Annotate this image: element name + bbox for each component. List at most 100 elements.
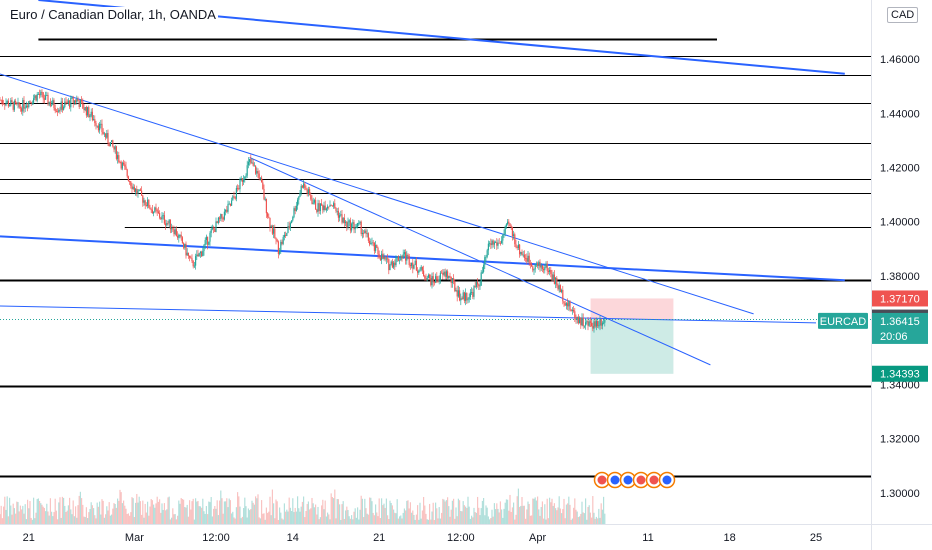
candle-body: [299, 192, 301, 197]
position-tool[interactable]: [590, 298, 674, 374]
candle-body: [274, 228, 276, 238]
candle-body: [525, 257, 527, 259]
volume-bar: [417, 505, 419, 524]
time-axis[interactable]: 21 Mar 12:00 14 21 12:00 Apr 11 18 25: [23, 532, 822, 544]
volume-bar: [282, 519, 284, 524]
y-tick-label: 1.40000: [880, 217, 920, 229]
candle-body: [468, 297, 470, 300]
trendline[interactable]: [0, 235, 845, 282]
candle-body: [495, 242, 497, 244]
volume-bar: [361, 498, 363, 524]
volume-bar: [185, 507, 187, 524]
volume-bar: [491, 509, 493, 524]
volume-bar: [214, 506, 216, 524]
candle-body: [453, 278, 455, 282]
volume-bar: [55, 510, 57, 524]
candle-body: [336, 210, 338, 212]
candle-body: [51, 104, 53, 106]
candle-body: [414, 260, 416, 265]
trendline[interactable]: [0, 305, 817, 324]
volume-bar: [570, 519, 572, 524]
candle-body: [329, 204, 331, 207]
candle-body: [397, 256, 399, 261]
volume-bar: [394, 512, 396, 524]
volume-bar: [595, 516, 597, 524]
volume-bar: [533, 498, 535, 524]
volume-bar: [479, 515, 481, 524]
volume-bar: [483, 497, 485, 524]
volume-bar: [501, 509, 503, 524]
volume-bar: [34, 518, 36, 524]
candle-body: [88, 107, 90, 118]
volume-bar: [69, 497, 71, 524]
volume-bar: [401, 518, 403, 524]
volume-bar: [359, 509, 361, 524]
candle-body: [19, 107, 21, 109]
trendline[interactable]: [0, 73, 754, 315]
volume-bar: [304, 517, 306, 524]
trendlines[interactable]: [0, 0, 845, 366]
volume-bar: [475, 512, 477, 524]
volume-bar: [509, 494, 511, 524]
volume-bar: [64, 505, 66, 524]
volume-bar: [310, 508, 312, 524]
volume-bar: [545, 519, 547, 524]
candle-body: [462, 292, 464, 300]
candle-body: [118, 155, 120, 162]
candle-body: [385, 258, 387, 260]
volume-bar: [423, 496, 425, 524]
candle-body: [65, 101, 67, 103]
candle-body: [263, 189, 265, 200]
event-markers[interactable]: [593, 471, 676, 489]
volume-bar: [322, 499, 324, 524]
candle-body: [226, 209, 228, 212]
candle-body: [243, 178, 245, 182]
plot-area[interactable]: [0, 0, 871, 524]
stop-loss-zone[interactable]: [590, 298, 674, 320]
volume-bar: [240, 518, 242, 524]
volume-bar: [418, 519, 420, 524]
volume-bar: [277, 519, 279, 524]
currency-button[interactable]: CAD: [887, 7, 919, 23]
candle-body: [553, 274, 555, 284]
volume-bar: [21, 509, 23, 524]
candle-body: [108, 142, 110, 147]
candle-body: [531, 263, 533, 267]
price-label-box: [872, 365, 928, 382]
volume-bar: [66, 510, 68, 524]
price-label-box: [872, 290, 928, 307]
take-profit-zone[interactable]: [590, 319, 674, 374]
volume-bar: [477, 496, 479, 524]
volume-bar: [117, 498, 119, 524]
candle-body: [595, 321, 597, 327]
candle-body: [431, 276, 433, 286]
candle-body: [71, 97, 73, 99]
volume-bar: [243, 508, 245, 524]
volume-bar: [300, 506, 302, 524]
candle-body: [249, 158, 251, 162]
volume-bar: [101, 499, 103, 524]
volume-bar: [388, 518, 390, 524]
price-axis[interactable]: 1.300001.320001.340001.360001.380001.400…: [880, 54, 920, 500]
volume-bar: [267, 512, 269, 524]
volume-bar: [112, 508, 114, 524]
candle-body: [378, 254, 380, 258]
candle-body: [351, 223, 353, 231]
volume-bar: [221, 498, 223, 524]
candle-body: [83, 108, 85, 111]
candle-body: [317, 203, 319, 212]
volume-bar: [325, 516, 327, 524]
candle-body: [17, 102, 19, 105]
volume-bar: [209, 502, 211, 524]
volume-bar: [149, 506, 151, 524]
volume-bar: [192, 498, 194, 524]
volume-bar: [77, 505, 79, 524]
candle-body: [189, 255, 191, 258]
volume-bar: [241, 516, 243, 524]
volume-bar: [41, 504, 43, 524]
volume-bar: [563, 498, 565, 524]
volume-bar: [370, 497, 372, 524]
candle-body: [142, 195, 144, 203]
candle-body: [472, 292, 474, 297]
